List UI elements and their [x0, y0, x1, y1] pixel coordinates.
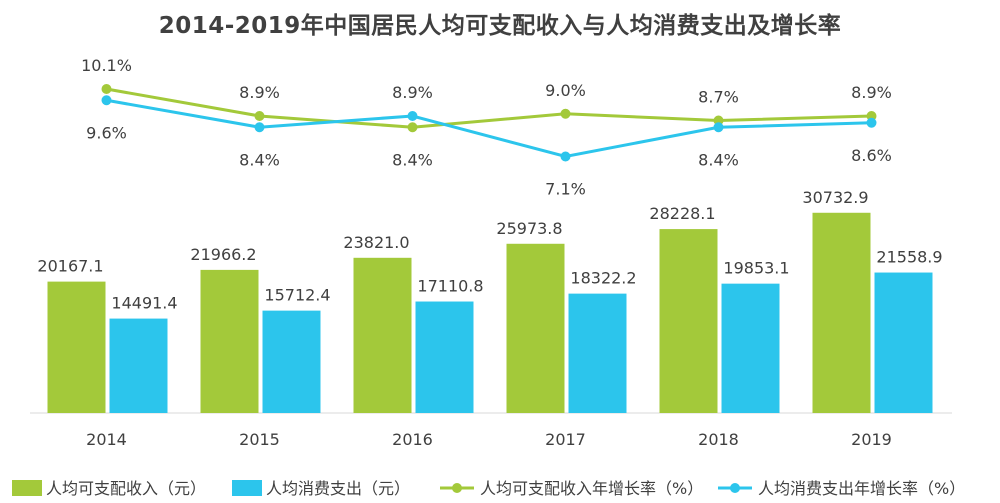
point-spending-growth-2019: [866, 117, 877, 128]
bar-income-2016: [353, 257, 412, 413]
bar-spending-2017: [568, 293, 627, 413]
point-label-income-growth-2018: 8.7%: [698, 88, 739, 107]
bar-spending-2018: [721, 283, 780, 413]
bar-income-2015: [200, 269, 259, 413]
point-spending-growth-2015: [254, 122, 265, 133]
line-spending-growth: [106, 98, 872, 159]
bar-spending-2014: [109, 318, 168, 413]
x-tick-label-2018: 2018: [698, 430, 739, 449]
x-tick-label-2016: 2016: [392, 430, 433, 449]
x-tick-label-2017: 2017: [545, 430, 586, 449]
point-label-income-growth-2014: 10.1%: [81, 56, 132, 75]
bar-spending-2015: [262, 310, 321, 413]
bar-spending-2019: [874, 272, 933, 413]
bar-label-spending-2017: 18322.2: [570, 269, 636, 288]
point-income-growth-2014: [101, 84, 112, 94]
point-income-growth-2015: [254, 111, 265, 121]
legend-income-growth-label: 人均可支配收入年增长率（%）: [480, 479, 703, 498]
legend-spending-swatch: [232, 480, 262, 496]
point-label-income-growth-2016: 8.4%: [392, 150, 433, 169]
legend-income-label: 人均可支配收入（元）: [46, 479, 206, 498]
bar-label-spending-2015: 15712.4: [264, 286, 330, 305]
point-spending-growth-2014: [101, 95, 112, 106]
bar-label-income-2017: 25973.8: [496, 219, 562, 238]
legend-spending-growth-swatch-marker: [730, 483, 740, 493]
bar-label-spending-2019: 21558.9: [876, 248, 942, 267]
x-tick-label-2014: 2014: [86, 430, 127, 449]
bar-label-spending-2018: 19853.1: [723, 259, 789, 278]
legend-income-growth-swatch-marker: [452, 483, 462, 493]
bar-label-spending-2014: 14491.4: [111, 294, 177, 313]
point-spending-growth-2018: [713, 122, 724, 133]
chart-title: 2014-2019年中国居民人均可支配收入与人均消费支出及增长率: [158, 13, 842, 39]
bar-spending-2016: [415, 301, 474, 413]
legend-income-swatch: [12, 480, 42, 496]
point-spending-growth-2017: [560, 151, 571, 162]
x-tick-label-2015: 2015: [239, 430, 280, 449]
bar-label-income-2016: 23821.0: [343, 233, 409, 252]
bar-label-income-2015: 21966.2: [190, 245, 256, 264]
point-label-spending-growth-2015: 8.4%: [239, 150, 280, 169]
point-label-income-growth-2017: 9.0%: [545, 81, 586, 100]
bar-label-spending-2016: 17110.8: [417, 277, 483, 296]
point-label-spending-growth-2017: 7.1%: [545, 180, 586, 199]
bar-label-income-2014: 20167.1: [37, 257, 103, 276]
point-income-growth-2017: [560, 108, 571, 119]
point-label-spending-growth-2016: 8.9%: [392, 83, 433, 102]
legend-spending-growth-label: 人均消费支出年增长率（%）: [758, 479, 965, 498]
bar-income-2017: [506, 243, 565, 413]
point-label-spending-growth-2014: 9.6%: [86, 123, 127, 142]
point-label-spending-growth-2019: 8.6%: [851, 146, 892, 165]
bar-income-2018: [659, 229, 718, 413]
x-tick-label-2019: 2019: [851, 430, 892, 449]
bar-income-2019: [812, 212, 871, 413]
bar-label-income-2018: 28228.1: [649, 204, 715, 223]
legend-spending-label: 人均消费支出（元）: [266, 479, 410, 498]
point-label-income-growth-2015: 8.9%: [239, 83, 280, 102]
point-income-growth-2016: [407, 122, 418, 133]
point-label-income-growth-2019: 8.9%: [851, 83, 892, 102]
bar-income-2014: [47, 281, 106, 413]
point-spending-growth-2016: [407, 111, 418, 121]
line-income-growth: [106, 87, 872, 129]
bar-label-income-2019: 30732.9: [802, 188, 868, 207]
point-label-spending-growth-2018: 8.4%: [698, 150, 739, 169]
